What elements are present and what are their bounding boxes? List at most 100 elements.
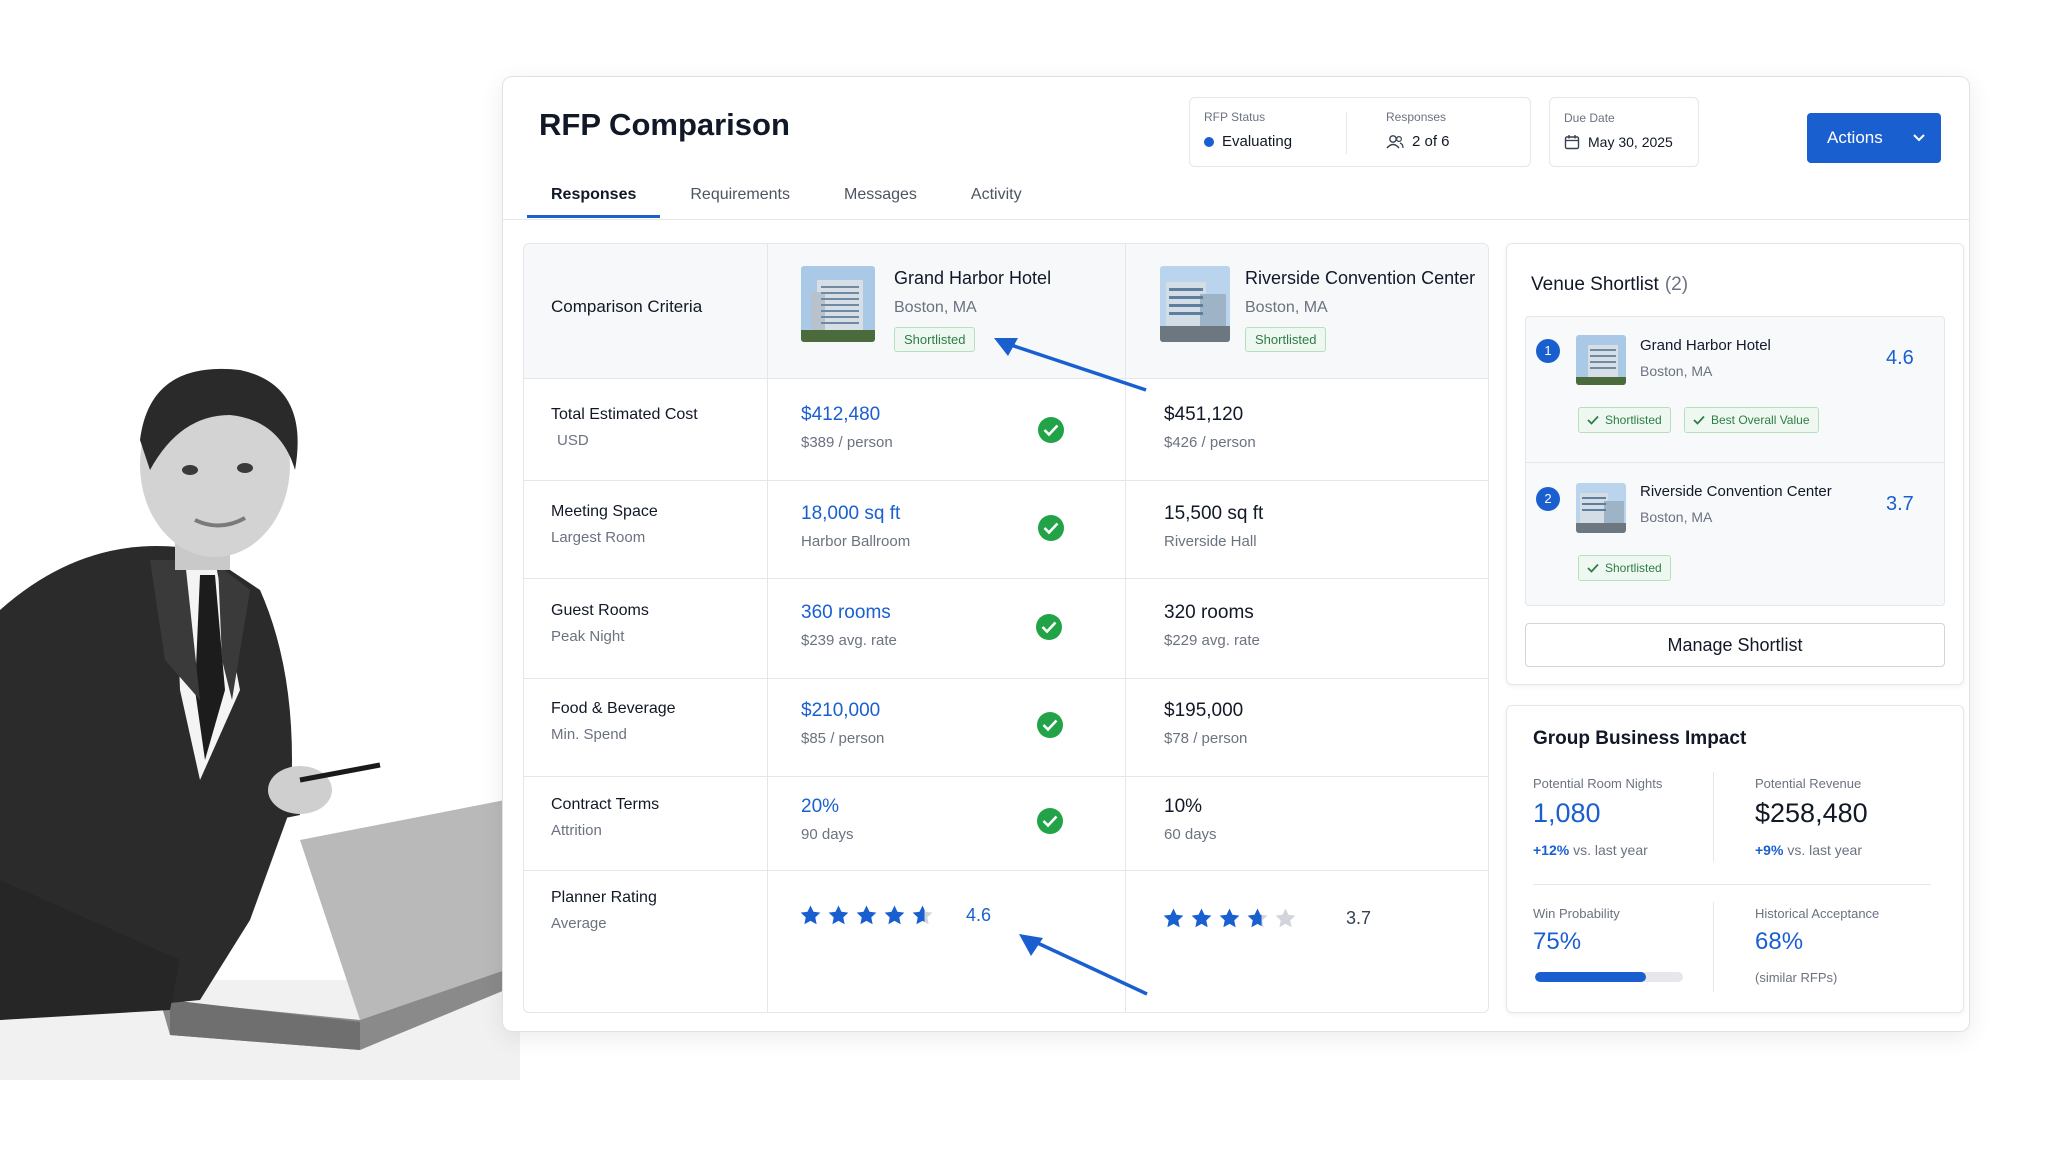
criteria-guest-rooms: Guest Rooms Peak Night xyxy=(551,602,649,645)
row-divider xyxy=(524,870,1488,871)
venue-b-meeting-space: 15,500 sq ft Riverside Hall xyxy=(1164,503,1263,550)
value-sub: $426 / person xyxy=(1164,434,1256,451)
riverside-convention-center-image xyxy=(1160,266,1230,342)
shortlist-title-row: Venue Shortlist (2) xyxy=(1531,274,1688,296)
manage-shortlist-button[interactable]: Manage Shortlist xyxy=(1525,623,1945,667)
comparison-table: Comparison Criteria Grand Harbor Hotel B… xyxy=(523,243,1489,1013)
star-icon xyxy=(828,905,849,925)
shortlist-count: (2) xyxy=(1664,274,1689,295)
value-sub: $389 / person xyxy=(801,434,893,451)
rfp-status-value: Evaluating xyxy=(1222,133,1293,150)
criteria-contract-terms: Contract Terms Attrition xyxy=(551,796,659,839)
value-main: 20% xyxy=(801,796,840,817)
responses-value: 2 of 6 xyxy=(1412,133,1450,150)
criteria-title: Guest Rooms xyxy=(551,602,649,619)
row-divider xyxy=(524,578,1488,579)
annotation-arrow-icon xyxy=(1019,934,1148,996)
venue-a-location: Boston, MA xyxy=(894,299,977,316)
venue-b-guest-rooms: 320 rooms $229 avg. rate xyxy=(1164,602,1260,649)
venue-a-food-beverage: $210,000 $85 / person xyxy=(801,700,884,747)
value-main: $412,480 xyxy=(801,404,881,425)
shortlist-list: 1 Grand Harbor Hotel Boston, MA 4.6 Shor… xyxy=(1525,316,1945,606)
delta-text: vs. last year xyxy=(1787,842,1863,858)
value-sub: Harbor Ballroom xyxy=(801,533,911,550)
win-probability-value: 75% xyxy=(1533,928,1582,955)
star-icon xyxy=(1275,908,1296,928)
venue-b-rating-value: 3.7 xyxy=(1346,908,1372,928)
criteria-subtitle: Largest Room xyxy=(551,529,646,546)
value-main: 10% xyxy=(1164,796,1203,817)
value-main: $451,120 xyxy=(1164,404,1244,425)
criteria-title: Total Estimated Cost xyxy=(551,406,698,423)
value-sub: 90 days xyxy=(801,826,854,843)
riverside-convention-center-thumbnail xyxy=(1576,483,1626,533)
tab-activity[interactable]: Activity xyxy=(970,186,1022,203)
criteria-total-cost: Total Estimated Cost USD xyxy=(551,406,698,449)
criteria-title: Contract Terms xyxy=(551,796,660,813)
shortlist-venue-name: Grand Harbor Hotel xyxy=(1640,337,1771,354)
tab-bar: Responses Requirements Messages Activity xyxy=(527,173,1052,218)
criteria-title: Meeting Space xyxy=(551,503,658,520)
star-icon xyxy=(800,905,821,925)
star-icon xyxy=(912,905,933,925)
venue-a-shortlisted-badge: Shortlisted xyxy=(894,327,976,352)
historical-acceptance-value: 68% xyxy=(1755,928,1804,955)
value-sub: $239 avg. rate xyxy=(801,632,897,649)
actions-button[interactable]: Actions xyxy=(1807,113,1941,163)
actions-label: Actions xyxy=(1827,128,1883,147)
tab-messages[interactable]: Messages xyxy=(843,186,917,203)
impact-title: Group Business Impact xyxy=(1533,728,1747,749)
value-main: $210,000 xyxy=(801,700,881,721)
room-nights-value: 1,080 xyxy=(1533,798,1601,828)
status-divider xyxy=(1346,112,1347,154)
users-icon xyxy=(1386,134,1404,148)
table-header-background xyxy=(524,244,1488,378)
check-icon xyxy=(1587,415,1599,425)
due-date-value: May 30, 2025 xyxy=(1588,134,1673,150)
criteria-subtitle: Average xyxy=(551,915,607,932)
grand-harbor-hotel-image xyxy=(801,266,875,342)
best-value-badge: Best Overall Value xyxy=(1684,407,1819,433)
column-divider xyxy=(1125,244,1126,1012)
value-main: 360 rooms xyxy=(801,602,891,623)
row-divider xyxy=(524,378,1488,379)
criteria-subtitle: Min. Spend xyxy=(551,726,627,743)
tab-requirements[interactable]: Requirements xyxy=(690,186,790,203)
venue-a-meeting-space: 18,000 sq ft Harbor Ballroom xyxy=(801,503,910,550)
due-date-value-row: May 30, 2025 xyxy=(1564,134,1673,150)
delta-value: +9% xyxy=(1755,842,1784,858)
shortlist-venue-score: 3.7 xyxy=(1886,493,1914,515)
chevron-down-icon xyxy=(1913,134,1925,142)
revenue-delta: +9% vs. last year xyxy=(1755,842,1862,858)
room-nights-delta: +12% vs. last year xyxy=(1533,842,1648,858)
delta-value: +12% xyxy=(1533,842,1570,858)
venue-a-guest-rooms: 360 rooms $239 avg. rate xyxy=(801,602,897,649)
shortlist-item-riverside[interactable]: 2 Riverside Convention Center Boston, MA… xyxy=(1526,463,1944,607)
value-sub: Riverside Hall xyxy=(1164,533,1257,550)
rank-badge: 1 xyxy=(1536,339,1560,363)
badge-label: Shortlisted xyxy=(1605,413,1662,427)
shortlisted-badge: Shortlisted xyxy=(1578,407,1671,433)
venue-a-total-cost: $412,480 $389 / person xyxy=(801,404,893,451)
venue-a-header: Grand Harbor Hotel Boston, MA Shortliste… xyxy=(894,268,1051,352)
criteria-header: Comparison Criteria xyxy=(551,297,703,316)
check-icon xyxy=(1693,415,1705,425)
tab-responses[interactable]: Responses xyxy=(527,173,661,218)
shortlist-item-grand-harbor[interactable]: 1 Grand Harbor Hotel Boston, MA 4.6 Shor… xyxy=(1526,317,1944,463)
win-probability-bar xyxy=(1535,972,1683,982)
value-main: $195,000 xyxy=(1164,700,1244,721)
shortlisted-badge: Shortlisted xyxy=(1578,555,1671,581)
metric-divider xyxy=(1713,772,1714,862)
star-icon xyxy=(1191,908,1212,928)
responses-count: Responses 2 of 6 xyxy=(1386,110,1450,150)
shortlist-venue-name: Riverside Convention Center xyxy=(1640,483,1832,500)
value-main: 18,000 sq ft xyxy=(801,503,901,524)
tabs-divider xyxy=(503,219,1969,220)
room-nights-label: Potential Room Nights xyxy=(1533,776,1663,791)
check-icon xyxy=(1587,563,1599,573)
grand-harbor-hotel-thumbnail xyxy=(1576,335,1626,385)
value-sub: $78 / person xyxy=(1164,730,1248,747)
due-date-box: Due Date May 30, 2025 xyxy=(1549,97,1699,167)
venue-shortlist-panel: Venue Shortlist (2) 1 Grand Harbor Hotel … xyxy=(1506,243,1964,685)
businessman-photo xyxy=(0,368,520,1080)
